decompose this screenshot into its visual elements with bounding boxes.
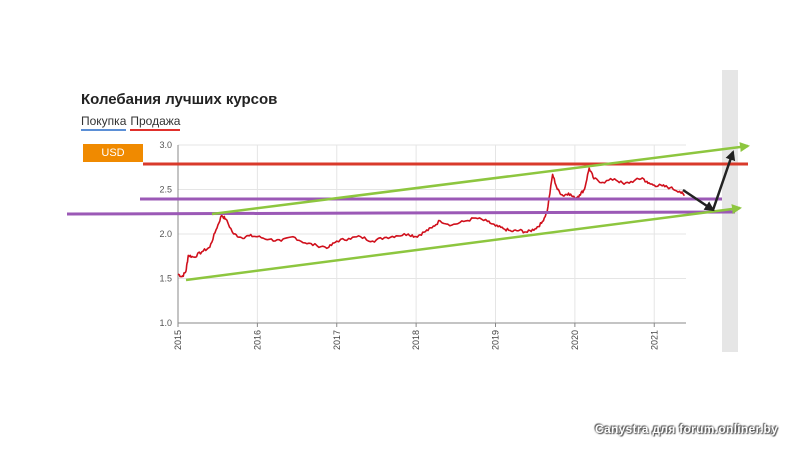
chart-title: Колебания лучших курсов [81,91,278,108]
annotation-green-trend-lower [185,204,742,282]
y-tick-label: 3.0 [159,140,172,150]
x-tick-label: 2018 [411,330,421,350]
y-axis-ticks: 1.0 1.5 2.0 2.5 3.0 [159,140,172,328]
x-tick-label: 2020 [570,330,580,350]
x-tick-label: 2021 [649,330,659,350]
legend-entry-buy[interactable]: Покупка [81,114,127,131]
annotation-black-arrow-up [711,150,736,211]
grid-lines [177,144,686,324]
y-tick-label: 2.5 [159,185,172,195]
x-tick-label: 2019 [491,330,501,350]
chart-legend: Покупка Продажа [81,114,184,131]
x-tick-label: 2015 [173,330,183,350]
legend-entry-sell[interactable]: Продажа [130,114,181,131]
watermark: Canystra для forum.onliner.by [595,422,778,436]
series-line-sell [177,167,686,278]
y-tick-label: 1.5 [159,274,172,284]
x-tick-label: 2017 [332,330,342,350]
annotation-green-trend-upper [211,142,750,216]
x-axis-ticks: 2015 2016 2017 2018 2019 2020 2021 [173,323,659,350]
annotation-purple-line-lower [66,210,736,216]
x-tick-label: 2016 [252,330,262,350]
annotation-black-arrow-down [682,188,715,212]
y-tick-label: 2.0 [159,229,172,239]
annotations [66,142,750,282]
currency-usd-button[interactable]: USD [83,144,143,162]
axes [177,145,686,324]
y-tick-label: 1.0 [159,318,172,328]
